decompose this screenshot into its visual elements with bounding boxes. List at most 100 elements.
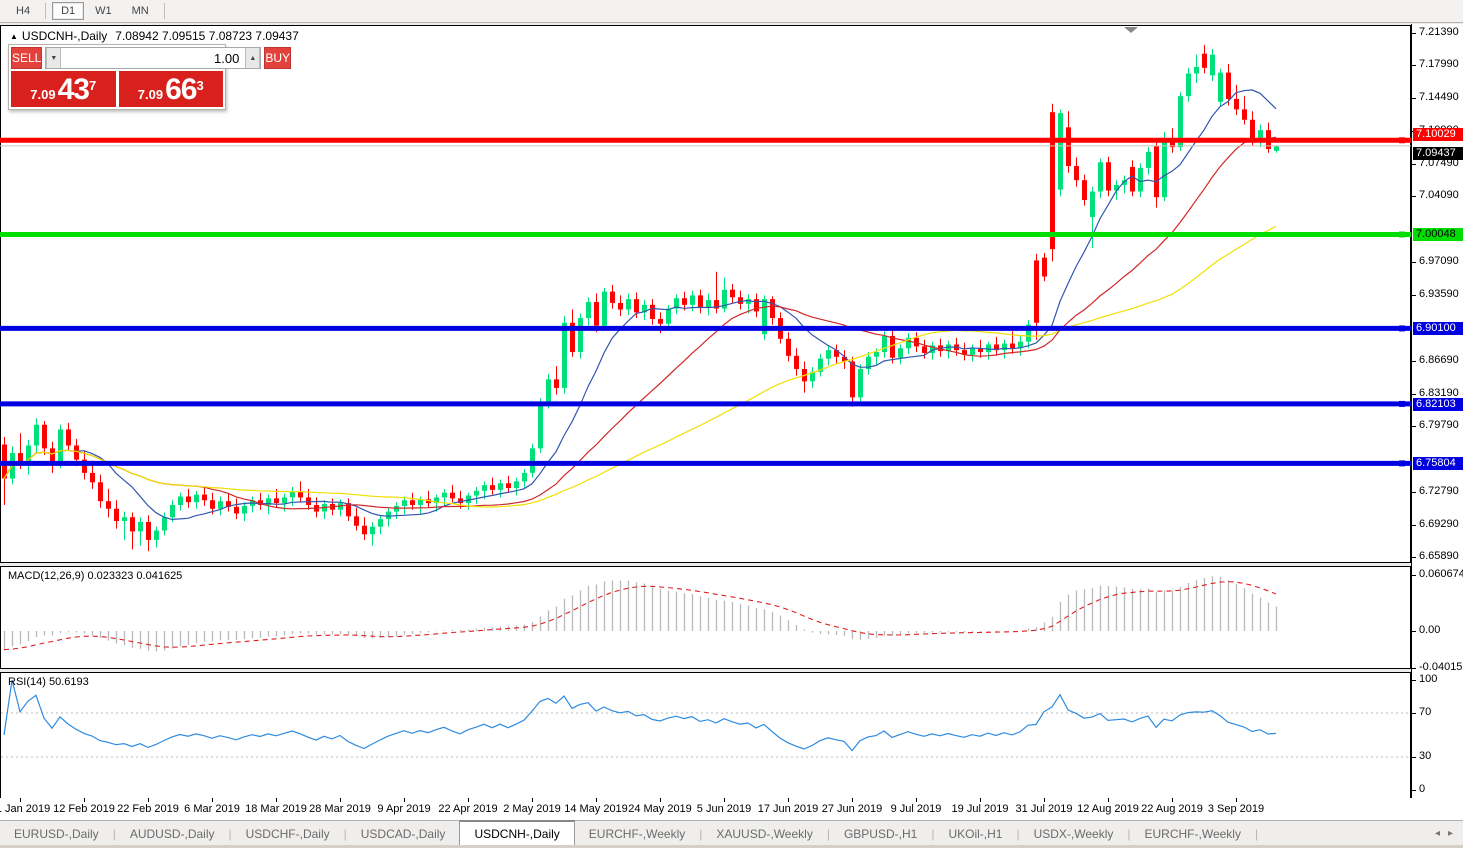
price-axis-label: 6.93590	[1419, 288, 1459, 301]
date-tick	[660, 798, 661, 802]
price-axis-label: 6.79790	[1419, 418, 1459, 431]
tab-scroll-right-icon[interactable]: ▸	[1447, 828, 1453, 839]
chart-canvas	[0, 25, 1411, 798]
date-label: 12 Aug 2019	[1077, 803, 1139, 815]
price-axis-label: 6.69290	[1419, 517, 1459, 530]
price-axis[interactable]: 7.213907.179907.144907.109907.074907.040…	[1411, 24, 1463, 798]
tab-separator: |	[1127, 826, 1131, 841]
axis-tick	[1412, 295, 1416, 297]
date-label: 31 Jan 2019	[0, 803, 51, 815]
chart-tab-ukoil-h1[interactable]: UKOil-,H1	[948, 826, 1003, 841]
timeframe-button-mn[interactable]: MN	[131, 5, 149, 17]
symbol-collapse-icon[interactable]: ▲	[10, 32, 18, 41]
price-axis-label: 7.07490	[1419, 157, 1459, 170]
date-label: 22 Apr 2019	[438, 803, 498, 815]
timeframe-button-d1[interactable]: D1	[52, 2, 85, 20]
chart-tab-gbpusd-h1[interactable]: GBPUSD-,H1	[843, 826, 918, 841]
sell-button[interactable]: SELL	[11, 47, 43, 69]
price-axis-label: 6.83190	[1419, 386, 1459, 399]
date-tick	[404, 798, 405, 802]
chart-tab-usdx-weekly[interactable]: USDX-,Weekly	[1033, 826, 1114, 841]
volume-input[interactable]	[61, 48, 246, 68]
axis-tick	[1412, 556, 1416, 558]
date-label: 19 Jul 2019	[951, 803, 1009, 815]
date-tick	[1108, 798, 1109, 802]
chart-tab-eurchf-weekly[interactable]: EURCHF-,Weekly	[588, 826, 686, 841]
horizontal-level-lines[interactable]	[0, 137, 1411, 467]
macd-axis-label: -0.040152	[1419, 660, 1463, 673]
rsi-value: 50.6193	[48, 676, 89, 688]
axis-tick	[1412, 33, 1416, 34]
ask-price-box[interactable]: 7.09 66 3	[118, 71, 223, 107]
bid-price-big-digits: 43	[57, 73, 90, 106]
hline-handle[interactable]	[1399, 231, 1405, 238]
date-tick	[788, 798, 789, 802]
price-axis-label: 6.72790	[1419, 484, 1459, 497]
tab-separator: |	[1254, 826, 1259, 841]
chart-title: ▲ USDCNH-,Daily 7.08942 7.09515 7.08723 7.…	[10, 29, 299, 43]
rsi-axis-label: 70	[1419, 706, 1432, 718]
ask-price-pip-digit: 3	[196, 78, 204, 93]
date-label: 22 Aug 2019	[1141, 803, 1203, 815]
tab-separator: |	[931, 826, 935, 841]
price-axis-label: 7.04090	[1419, 189, 1459, 202]
bid-price-box[interactable]: 7.09 43 7	[11, 71, 116, 107]
axis-tick	[1412, 491, 1416, 493]
chart-tab-usdcnh-daily[interactable]: USDCNH-,Daily	[459, 820, 575, 846]
volume-decrease-button[interactable]: ▼	[46, 48, 62, 68]
price-axis-label: 6.86690	[1419, 353, 1459, 366]
toolbar-separator	[45, 3, 47, 19]
date-tick	[596, 798, 597, 802]
hline-handle[interactable]	[1399, 325, 1405, 332]
chart-tab-usdchf-daily[interactable]: USDCHF-,Daily	[245, 826, 330, 841]
tab-separator: |	[343, 826, 347, 841]
hline-handle[interactable]	[1399, 460, 1405, 467]
timeframe-button-h4[interactable]: H4	[16, 5, 31, 17]
macd-axis-label: 0.00	[1419, 624, 1441, 636]
date-tick	[724, 798, 725, 802]
timeframe-button-w1[interactable]: W1	[95, 5, 112, 17]
price-axis-label: 6.65890	[1419, 549, 1459, 562]
axis-tick	[1412, 425, 1416, 427]
date-label: 3 Sep 2019	[1207, 803, 1265, 815]
price-axis-label: 7.21390	[1419, 26, 1459, 38]
hline-handle[interactable]	[1399, 400, 1405, 407]
date-label: 9 Apr 2019	[377, 803, 431, 815]
macd-histogram	[3, 576, 1278, 652]
chart-tab-usdcad-daily[interactable]: USDCAD-,Daily	[360, 826, 446, 841]
date-tick	[1172, 798, 1173, 802]
date-tick	[212, 798, 213, 802]
volume-stepper: ▼ ▲	[45, 47, 262, 69]
price-axis-label: 7.14490	[1419, 91, 1459, 104]
hline-handle[interactable]	[1399, 137, 1405, 144]
tab-separator: |	[112, 826, 116, 841]
axis-tick	[1412, 757, 1416, 758]
date-tick	[980, 798, 981, 802]
one-click-trade-panel: SELL ▼ ▲ BUY 7.09 43 7 7.09 66 3	[8, 44, 292, 110]
axis-tick	[1412, 65, 1416, 67]
chart-tab-eurusd-daily[interactable]: EURUSD-,Daily	[14, 826, 99, 841]
macd-name: MACD(12,26,9)	[8, 570, 85, 582]
chart-shift-marker-icon[interactable]	[1124, 27, 1138, 33]
chart-tab-xauusd-weekly[interactable]: XAUUSD-,Weekly	[716, 826, 813, 841]
rsi-axis-label: 100	[1419, 673, 1438, 685]
axis-tick	[1412, 631, 1416, 632]
tab-scroll-left-icon[interactable]: ◂	[1434, 828, 1440, 839]
date-tick	[532, 798, 533, 802]
tab-scroll-arrows: ◂ ▸	[1435, 821, 1463, 846]
chart-ohlc-values: 7.08942 7.09515 7.08723 7.09437	[115, 29, 299, 43]
date-tick	[340, 798, 341, 802]
date-label: 9 Jul 2019	[890, 803, 942, 815]
date-label: 18 Mar 2019	[245, 803, 307, 815]
axis-tick	[1412, 360, 1416, 362]
chart-tab-audusd-daily[interactable]: AUDUSD-,Daily	[129, 826, 215, 841]
chart-tab-eurchf-weekly[interactable]: EURCHF-,Weekly	[1144, 826, 1241, 841]
buy-button[interactable]: BUY	[264, 47, 292, 69]
axis-tick	[1412, 196, 1416, 198]
macd-axis-label: 0.060674	[1419, 568, 1463, 581]
volume-increase-button[interactable]: ▲	[245, 48, 261, 68]
macd-indicator-label: MACD(12,26,9) 0.023323 0.041625	[8, 570, 182, 582]
date-label: 24 May 2019	[628, 803, 692, 815]
axis-tick	[1412, 393, 1416, 395]
